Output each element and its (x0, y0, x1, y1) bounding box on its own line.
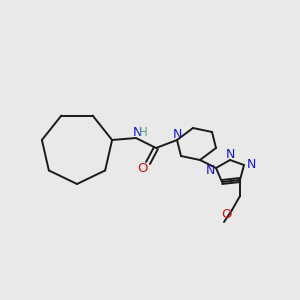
Text: N: N (246, 158, 256, 172)
Text: N: N (205, 164, 215, 178)
Text: N: N (132, 127, 142, 140)
Text: O: O (221, 208, 231, 220)
Text: H: H (139, 127, 147, 140)
Text: O: O (138, 161, 148, 175)
Text: N: N (225, 148, 235, 160)
Text: N: N (172, 128, 182, 140)
